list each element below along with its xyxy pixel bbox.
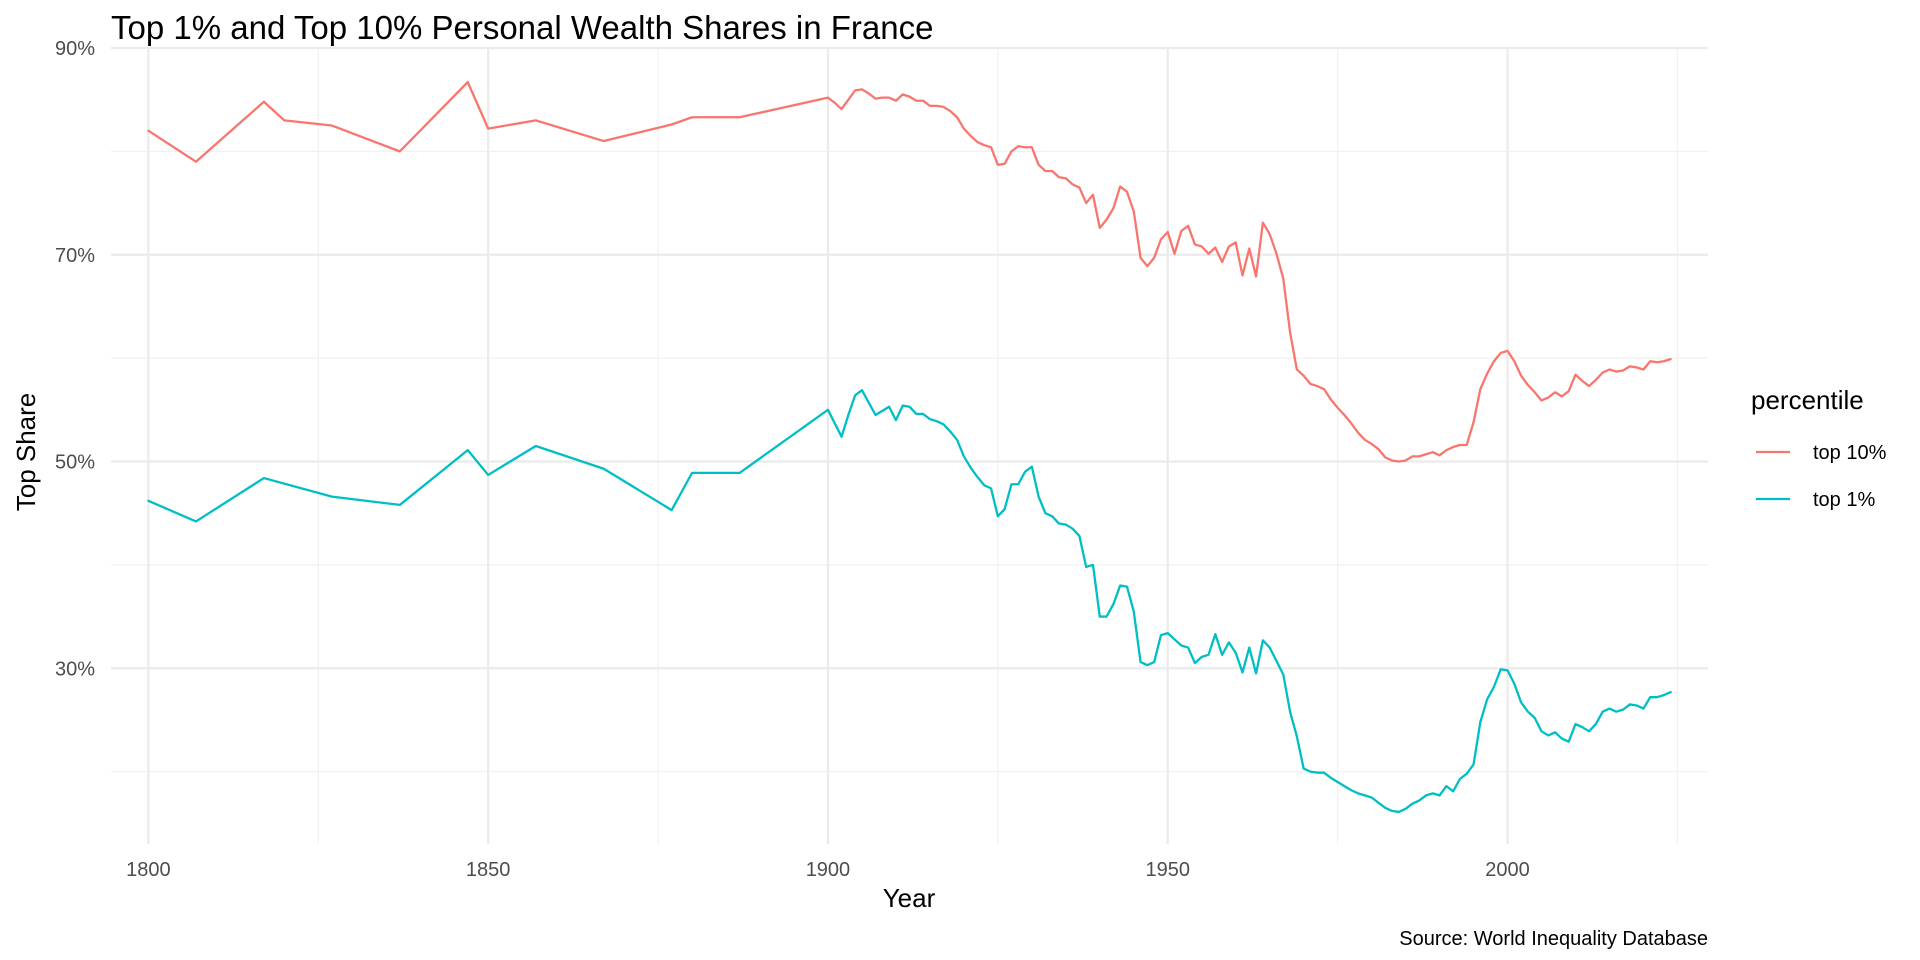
x-tick-label: 2000	[1485, 859, 1530, 881]
series-line-top-10	[147, 80, 1672, 463]
legend-title: percentile	[1751, 385, 1864, 415]
major-gridlines	[111, 46, 1708, 844]
legend-label: top 10%	[1813, 442, 1887, 464]
y-tick-label: 90%	[55, 38, 95, 60]
chart-title: Top 1% and Top 10% Personal Wealth Share…	[111, 9, 933, 46]
minor-gridlines	[111, 48, 1708, 844]
x-axis-title: Year	[883, 883, 936, 913]
y-tick-label: 70%	[55, 245, 95, 267]
y-tick-label: 30%	[55, 658, 95, 680]
x-axis-tick-labels: 1800 1850 1900 1950 2000	[126, 859, 1530, 881]
chart-caption: Source: World Inequality Database	[1399, 928, 1708, 950]
x-tick-label: 1850	[466, 859, 511, 881]
x-tick-label: 1800	[126, 859, 171, 881]
y-axis-tick-labels: 30% 50% 70% 90%	[55, 38, 95, 680]
x-tick-label: 1950	[1145, 859, 1190, 881]
series-line-top-1	[147, 389, 1672, 814]
legend-label: top 1%	[1813, 489, 1875, 511]
legend-items: top 10% top 1%	[1756, 442, 1887, 511]
series-lines	[147, 80, 1672, 814]
y-axis-title: Top Share	[11, 393, 41, 512]
x-tick-label: 1900	[806, 859, 851, 881]
y-tick-label: 50%	[55, 452, 95, 474]
legend: percentile top 10% top 1%	[1751, 385, 1887, 511]
